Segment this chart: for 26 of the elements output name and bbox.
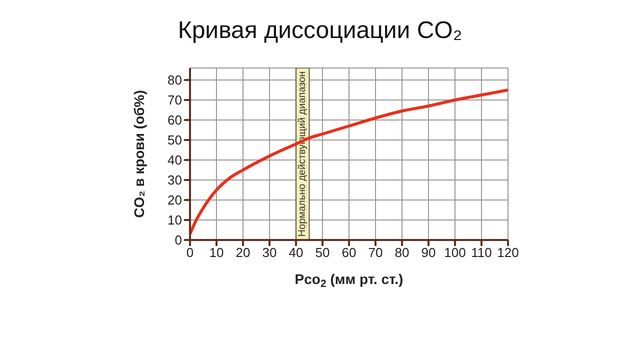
x-tick-label: 20 — [236, 245, 250, 260]
x-tick-label: 10 — [209, 245, 224, 260]
y-tick-label: 0 — [174, 232, 182, 248]
y-tick-label: 70 — [168, 92, 182, 108]
x-tick-label: 40 — [288, 245, 304, 260]
x-tick-label: 100 — [444, 245, 466, 260]
x-tick-label: 110 — [471, 245, 492, 260]
x-tick-label: 50 — [315, 245, 330, 260]
y-tick-label: 60 — [168, 112, 182, 128]
y-tick-label: 80 — [168, 72, 182, 88]
x-tick-label: 80 — [394, 245, 410, 260]
x-tick-label: 90 — [421, 245, 436, 260]
band-label: Нормально действующий диапазон — [297, 71, 308, 237]
chart-title: Кривая диссоциации CO₂ — [178, 17, 462, 44]
y-tick-label: 50 — [168, 132, 182, 148]
y-tick-label: 20 — [168, 192, 182, 208]
x-tick-label: 70 — [368, 245, 383, 260]
x-axis-title: Pco$_{2}$ (мм рт. ст.) — [294, 271, 404, 290]
y-tick-label: 10 — [168, 212, 182, 228]
y-axis-title: CO₂ в крови (об%) — [131, 90, 147, 218]
x-tick-label: 60 — [342, 245, 356, 260]
x-tick-label: 120 — [497, 245, 519, 260]
x-tick-label: 30 — [262, 245, 277, 260]
y-tick-label: 30 — [168, 172, 182, 188]
y-tick-label: 40 — [168, 152, 182, 168]
x-tick-label: 0 — [186, 245, 194, 260]
